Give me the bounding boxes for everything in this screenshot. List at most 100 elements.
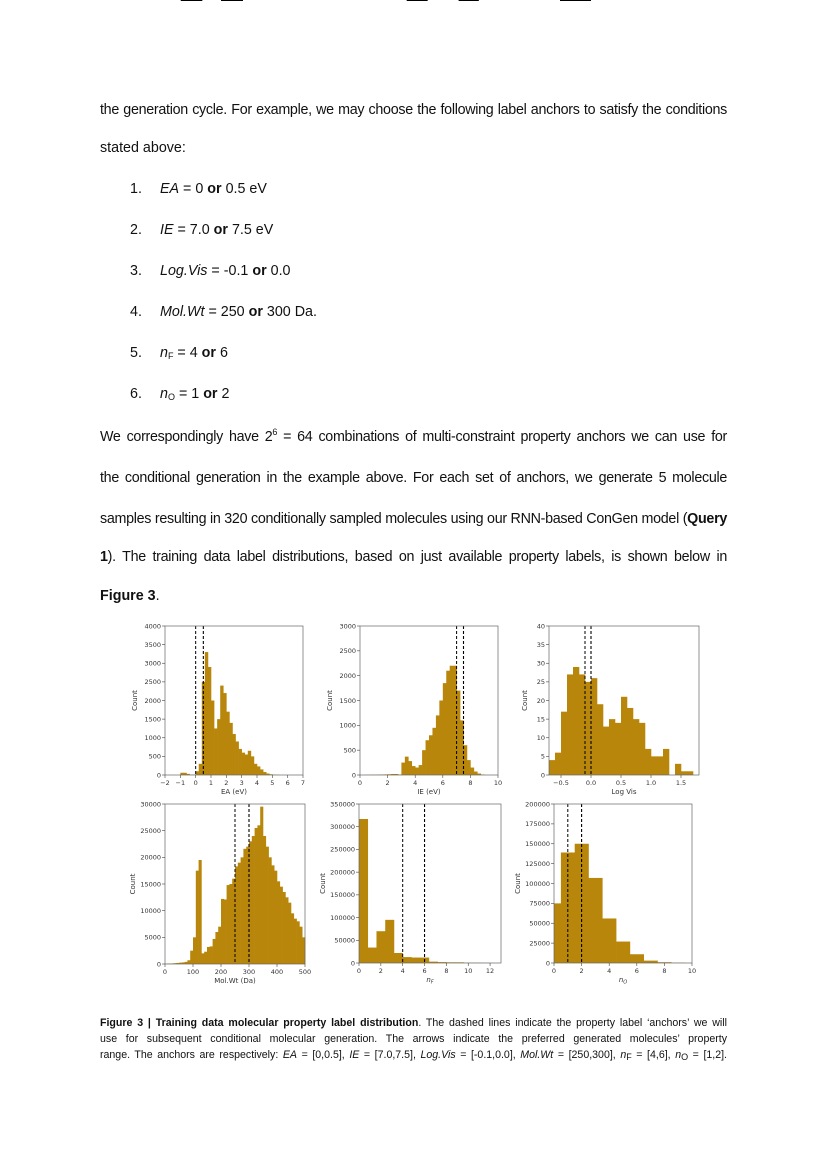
text: = 64 combinations of multi-constraint pr… (277, 429, 727, 445)
text: n (675, 1049, 682, 1061)
histogram-panel: −2 −1 0 1 2 3 4 5 6 7 0 500 1000 1500 2000 2500 3000 3500… (131, 0, 305, 796)
text: We correspondingly have 2 (100, 429, 273, 445)
text: = 7.0 (173, 222, 214, 238)
histogram-bar (597, 704, 604, 775)
y-tick-label: 25 (537, 678, 545, 686)
x-tick-label: 0.0 (586, 779, 596, 787)
x-tick-label: 4 (401, 967, 405, 975)
x-tick-label: −0.5 (553, 779, 569, 787)
y-tick-label: 350000 (330, 800, 355, 808)
histogram-bar (253, 763, 258, 775)
y-tick-label: 25000 (140, 827, 161, 835)
y-axis-label: Count (514, 873, 522, 894)
text: = [4,6], (631, 1049, 676, 1061)
superscript: 6 (272, 427, 278, 437)
text: = 1 (174, 386, 204, 402)
histogram-bar (549, 760, 556, 775)
histogram-bar (257, 766, 261, 775)
histogram-bar (223, 693, 227, 775)
x-axis-label: Log Vis (612, 788, 637, 796)
histogram-bar (555, 752, 562, 775)
y-tick-label: 15 (537, 715, 545, 723)
list-number: 5. (130, 345, 142, 361)
histogram-bar (376, 931, 386, 963)
histogram-bar (466, 760, 471, 775)
histogram-bar (408, 761, 413, 775)
text: = 4 (173, 345, 202, 361)
text: O (681, 1052, 689, 1062)
y-tick-label: 2500 (339, 647, 356, 655)
text: range. The anchors are respectively: (100, 1049, 283, 1061)
x-tick-label: 10 (464, 967, 472, 975)
histogram-bar (428, 961, 438, 963)
subscript: O (167, 392, 175, 402)
histogram-bar (263, 836, 267, 964)
text: = -0.1 (207, 263, 253, 279)
y-tick-label: 100000 (330, 914, 355, 922)
histogram-bar (288, 902, 292, 964)
histogram-bar (179, 962, 183, 964)
histogram-bar (663, 748, 670, 775)
y-tick-label: 30000 (140, 800, 161, 808)
x-tick-label: 0 (194, 779, 198, 787)
or-word: or (207, 181, 222, 197)
x-tick-label: 1.0 (646, 779, 656, 787)
histogram-panel: 0 2 4 6 8 10 0 25000 50000 75000 100000 125000 15000… (514, 0, 696, 986)
histogram-bar (681, 771, 688, 775)
y-axis-label: Count (521, 690, 529, 711)
y-tick-label: 500 (344, 746, 356, 754)
x-tick-label: 12 (486, 967, 494, 975)
y-tick-label: 150000 (525, 840, 550, 848)
histogram-bar (181, 962, 185, 964)
y-tick-label: 20 (537, 697, 545, 705)
x-tick-label: 0 (357, 967, 361, 975)
y-axis-label: Count (319, 873, 327, 894)
histogram-bar (187, 960, 191, 964)
body-text-line: 1). The training data label distribution… (100, 548, 727, 566)
y-tick-label: 0 (541, 771, 545, 779)
text: n (620, 1049, 627, 1061)
y-tick-label: 1500 (339, 697, 356, 705)
histogram-bar (629, 954, 644, 963)
histogram-bar (269, 774, 273, 775)
text: = [7.0,7.5], (359, 1049, 421, 1061)
histogram-bar (437, 962, 447, 963)
text: = [0,0.5], (297, 1049, 350, 1061)
text: 0.0 (266, 263, 291, 279)
histogram-bar (198, 763, 203, 775)
text: . The dashed lines indicate the property… (418, 1017, 727, 1029)
y-tick-label: 40 (537, 622, 545, 630)
x-tick-label: 300 (243, 968, 255, 976)
x-tick-label: 10 (688, 967, 696, 975)
y-tick-label: 35 (537, 641, 545, 649)
histogram-panel: −0.5 0.0 0.5 1.0 1.5 0 5 10 15 20 25 30 35 40 Log Vis C… (521, 0, 700, 796)
histogram-bar (260, 806, 264, 964)
body-text-line: the conditional generation in the exampl… (100, 470, 727, 486)
histogram-bar (633, 719, 640, 775)
x-axis-label: IE (eV) (417, 788, 441, 796)
text: = [250,300], (553, 1049, 621, 1061)
text: Log.Vis (420, 1049, 456, 1061)
y-tick-label: 2500 (144, 678, 161, 686)
query-ref: Query (687, 511, 727, 527)
text: F (626, 1052, 632, 1062)
histogram-bar (367, 947, 377, 963)
list-item: Log.Vis = -0.1 or 0.0 (160, 262, 291, 280)
histogram-bar (217, 719, 221, 775)
histogram-bar (238, 748, 242, 775)
histogram-bar (296, 921, 300, 964)
y-tick-label: 1000 (339, 722, 356, 730)
y-tick-label: 175000 (525, 820, 550, 828)
histogram-bar (186, 773, 190, 775)
x-axis-label: Mol.Wt (Da) (214, 977, 256, 985)
histogram-bar (687, 771, 694, 775)
text: = 0 (179, 181, 208, 197)
histogram-bar (394, 774, 399, 775)
list-number: 1. (130, 181, 142, 197)
y-tick-label: 20000 (140, 854, 161, 862)
histogram-bar (195, 771, 200, 775)
x-tick-label: 500 (299, 968, 311, 976)
y-axis-label: Count (129, 873, 137, 894)
histogram-bar (184, 961, 188, 964)
histogram-bar (190, 950, 194, 964)
